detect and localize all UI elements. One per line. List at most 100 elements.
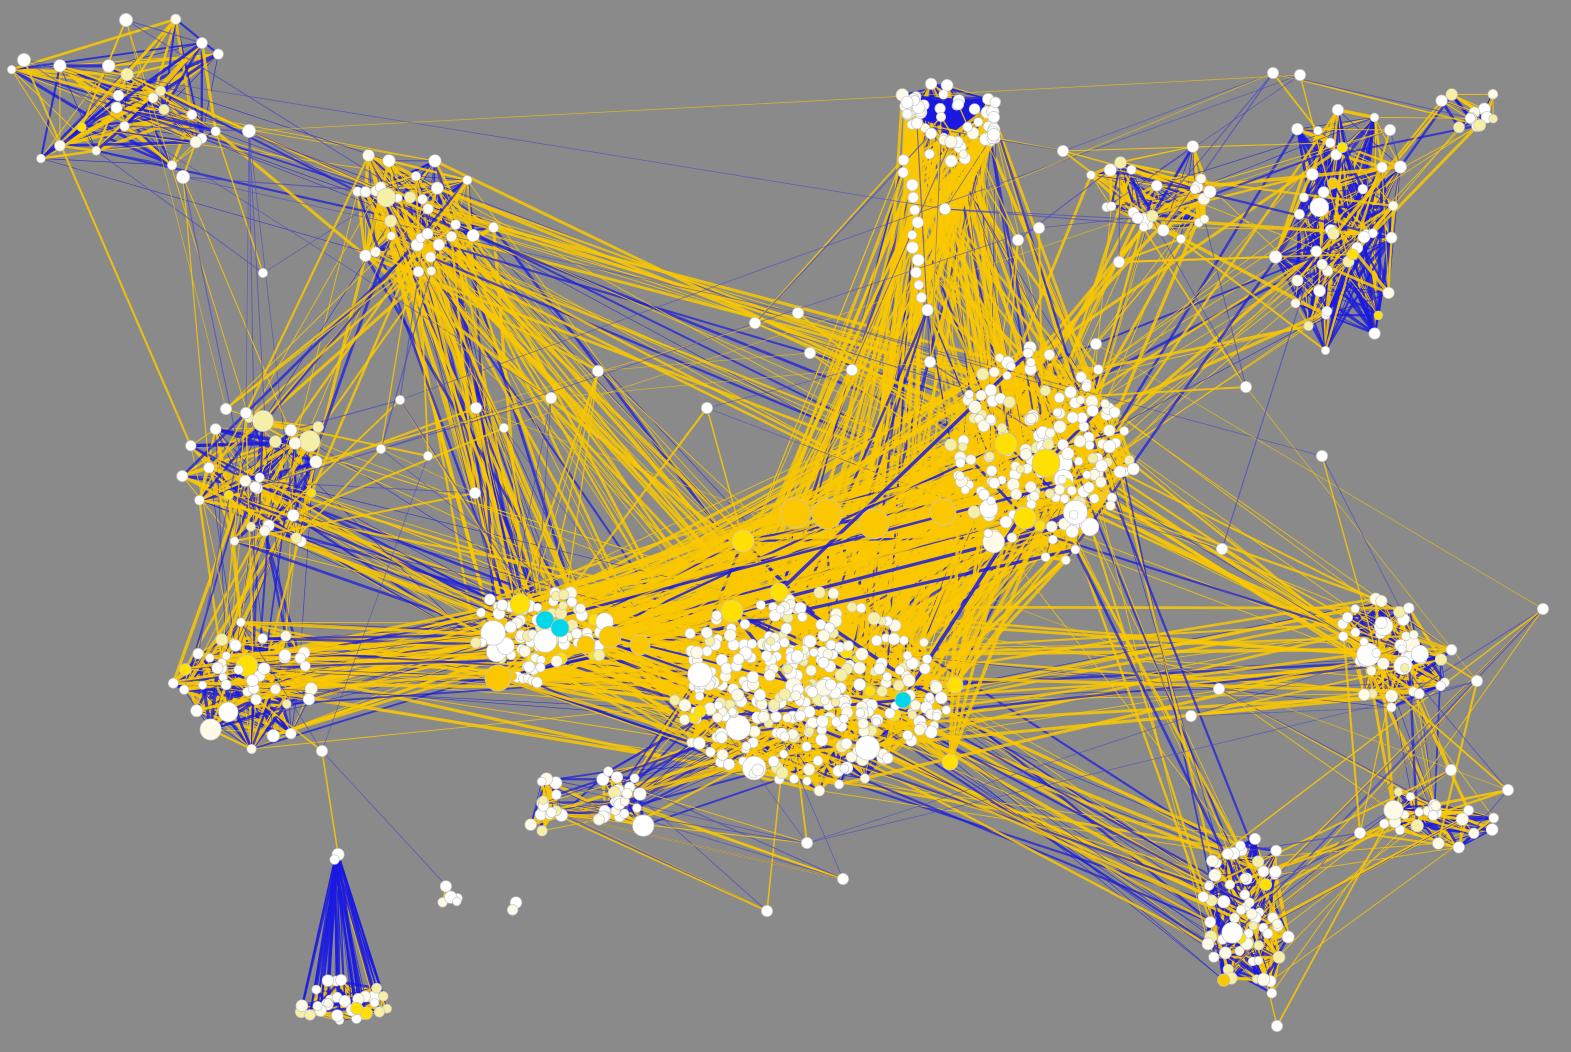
graph-node[interactable] (802, 763, 816, 776)
graph-node[interactable] (1413, 688, 1425, 700)
graph-node[interactable] (194, 495, 205, 506)
graph-node-hub[interactable] (1013, 506, 1037, 530)
graph-node[interactable] (386, 231, 396, 241)
graph-node[interactable] (254, 472, 265, 483)
graph-node[interactable] (1269, 865, 1282, 879)
graph-node-bridge[interactable] (240, 407, 252, 419)
graph-node[interactable] (282, 699, 292, 709)
graph-node-bridge[interactable] (119, 13, 133, 27)
graph-node[interactable] (999, 515, 1013, 529)
graph-node[interactable] (221, 651, 231, 661)
graph-node[interactable] (1066, 485, 1077, 496)
graph-node[interactable] (694, 691, 705, 701)
graph-node-hub[interactable] (731, 529, 755, 553)
graph-node-bridge[interactable] (470, 402, 482, 414)
graph-node[interactable] (603, 766, 614, 777)
graph-node[interactable] (321, 974, 335, 987)
graph-node-hub[interactable] (858, 508, 890, 540)
graph-node[interactable] (968, 400, 982, 414)
graph-node[interactable] (1375, 595, 1388, 608)
graph-node[interactable] (909, 699, 922, 711)
graph-node[interactable] (839, 713, 849, 724)
graph-node[interactable] (252, 410, 274, 432)
graph-node[interactable] (1253, 956, 1264, 966)
graph-node[interactable] (488, 222, 499, 233)
graph-node[interactable] (1293, 208, 1305, 220)
graph-node[interactable] (977, 419, 991, 433)
graph-node[interactable] (986, 496, 996, 506)
graph-node[interactable] (290, 532, 302, 544)
graph-node[interactable] (938, 89, 949, 100)
graph-node[interactable] (768, 698, 780, 711)
graph-node[interactable] (412, 266, 425, 278)
graph-node[interactable] (1234, 840, 1246, 852)
graph-node[interactable] (1487, 88, 1499, 100)
graph-node[interactable] (1022, 347, 1034, 359)
graph-node[interactable] (430, 181, 444, 195)
graph-node[interactable] (809, 647, 819, 658)
graph-node[interactable] (1064, 385, 1077, 399)
graph-node[interactable] (621, 787, 633, 800)
graph-node[interactable] (1060, 555, 1071, 565)
graph-node[interactable] (1026, 357, 1036, 368)
graph-node[interactable] (1445, 88, 1458, 101)
graph-node[interactable] (1248, 921, 1258, 931)
graph-node[interactable] (1195, 173, 1207, 184)
graph-node[interactable] (1024, 480, 1037, 493)
graph-node[interactable] (1103, 163, 1117, 177)
graph-node[interactable] (1146, 209, 1159, 222)
graph-node[interactable] (775, 604, 785, 614)
graph-node[interactable] (376, 187, 397, 208)
graph-node[interactable] (179, 684, 190, 695)
graph-node[interactable] (678, 698, 692, 712)
graph-node[interactable] (421, 227, 434, 240)
graph-node[interactable] (1087, 452, 1099, 464)
graph-node[interactable] (1330, 148, 1343, 161)
graph-node[interactable] (1384, 689, 1398, 703)
graph-node[interactable] (246, 743, 257, 755)
graph-node[interactable] (892, 679, 905, 692)
graph-node-bridge[interactable] (242, 124, 256, 138)
graph-node[interactable] (817, 656, 830, 669)
graph-node[interactable] (922, 654, 933, 665)
graph-node-bridge[interactable] (1113, 256, 1125, 268)
graph-node-hub[interactable] (946, 676, 964, 694)
graph-node[interactable] (432, 238, 445, 251)
graph-node[interactable] (1229, 912, 1240, 924)
graph-node[interactable] (223, 489, 234, 500)
graph-node[interactable] (551, 789, 562, 801)
graph-node[interactable] (445, 230, 458, 243)
graph-node[interactable] (558, 601, 568, 611)
graph-node[interactable] (778, 688, 791, 701)
graph-node[interactable] (897, 154, 910, 166)
graph-node[interactable] (1068, 509, 1079, 520)
graph-node[interactable] (1082, 470, 1092, 480)
graph-node[interactable] (1015, 464, 1026, 474)
graph-node[interactable] (1044, 427, 1056, 439)
graph-node-bridge[interactable] (1033, 222, 1045, 234)
graph-node[interactable] (986, 465, 998, 477)
graph-node-bridge[interactable] (749, 317, 761, 329)
graph-node[interactable] (382, 154, 396, 168)
graph-node[interactable] (1039, 385, 1051, 397)
graph-node[interactable] (1081, 381, 1092, 392)
graph-node[interactable] (1316, 258, 1328, 270)
graph-node[interactable] (536, 825, 548, 837)
graph-node[interactable] (1025, 413, 1037, 425)
graph-node[interactable] (1073, 434, 1087, 448)
graph-node[interactable] (720, 662, 733, 675)
graph-node[interactable] (1236, 904, 1247, 916)
graph-node[interactable] (746, 670, 760, 684)
graph-node[interactable] (1401, 631, 1411, 642)
graph-node[interactable] (483, 593, 496, 606)
graph-node[interactable] (827, 587, 840, 600)
graph-node[interactable] (245, 521, 256, 532)
graph-node[interactable] (1103, 424, 1116, 437)
graph-node[interactable] (1095, 476, 1107, 488)
graph-node[interactable] (1221, 848, 1234, 860)
graph-node[interactable] (819, 695, 830, 706)
graph-node[interactable] (1430, 800, 1442, 812)
graph-node[interactable] (687, 661, 713, 688)
graph-node[interactable] (1410, 644, 1429, 664)
graph-node[interactable] (190, 704, 204, 718)
